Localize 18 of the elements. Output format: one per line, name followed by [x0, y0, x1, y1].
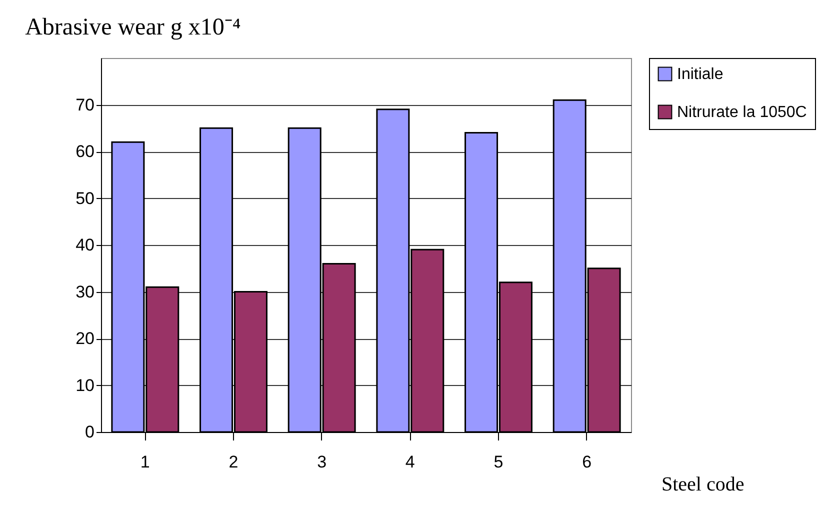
- x-axis-title: Steel code: [662, 474, 744, 496]
- x-tick-label: 5: [494, 452, 504, 472]
- y-tick-label: 0: [85, 422, 94, 442]
- y-tick-label: 30: [76, 282, 94, 302]
- x-tick-label: 3: [317, 452, 327, 472]
- x-tick-label: 4: [405, 452, 415, 472]
- y-tick-label: 60: [76, 142, 94, 161]
- chart-title: Abrasive wear g x10⁻⁴: [25, 14, 241, 40]
- x-tick-label: 2: [228, 452, 238, 472]
- y-tick-label: 40: [76, 236, 94, 254]
- y-tick-label: 70: [76, 95, 94, 114]
- y-tick-label: 10: [76, 376, 94, 395]
- x-tick-label: 1: [140, 452, 150, 472]
- x-tick-label: 6: [582, 452, 592, 472]
- legend-label: Nitrurate la 1050C: [677, 104, 807, 121]
- legend-label: Initiale: [677, 66, 724, 83]
- y-tick-label: 50: [76, 188, 94, 208]
- y-tick-label: 20: [76, 329, 94, 348]
